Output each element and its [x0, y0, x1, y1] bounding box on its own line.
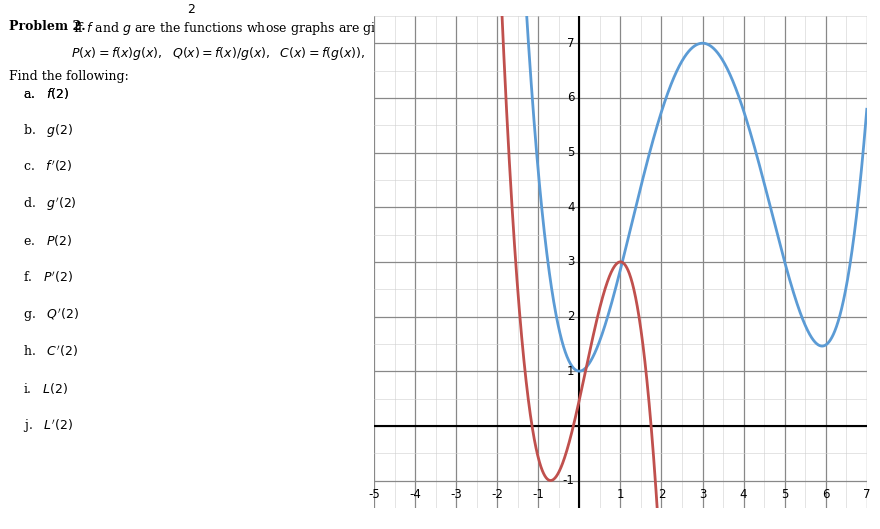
Text: -3: -3 [451, 488, 462, 501]
Text: -4: -4 [409, 488, 421, 501]
Text: 4: 4 [740, 488, 747, 501]
Text: d.   $g'(2)$: d. $g'(2)$ [24, 196, 77, 213]
Text: i.   $L(2)$: i. $L(2)$ [24, 381, 69, 396]
Text: e.   $P(2)$: e. $P(2)$ [24, 233, 73, 248]
Text: 3: 3 [567, 256, 575, 268]
Text: 7: 7 [567, 37, 575, 50]
Text: c.   $f'(2)$: c. $f'(2)$ [24, 159, 73, 174]
Text: b.   $g(2)$: b. $g(2)$ [24, 122, 74, 139]
Text: 6: 6 [567, 92, 575, 104]
Text: j.   $L'(2)$: j. $L'(2)$ [24, 418, 74, 435]
Text: a.   $f(2)$: a. $f(2)$ [24, 86, 70, 101]
Text: g.   $Q'(2)$: g. $Q'(2)$ [24, 307, 79, 324]
Text: 1: 1 [617, 488, 624, 501]
Text: -1: -1 [532, 488, 544, 501]
Text: 4: 4 [567, 200, 575, 214]
Text: -5: -5 [368, 488, 380, 501]
Text: $P(x) = f(x)g(x),\ \ Q(x) = f(x)/g(x),\ \ C(x) = f(g(x)),\ \ \mathrm{and}\ \ L(x: $P(x) = f(x)g(x),\ \ Q(x) = f(x)/g(x),\ … [71, 45, 493, 62]
Text: 2: 2 [657, 488, 665, 501]
Text: 2: 2 [567, 310, 575, 323]
Text: 3: 3 [699, 488, 707, 501]
Text: f.   $P'(2)$: f. $P'(2)$ [24, 270, 74, 285]
Text: Find the following:: Find the following: [9, 70, 128, 83]
Text: -2: -2 [491, 488, 503, 501]
Text: 7: 7 [863, 488, 870, 501]
Text: -1: -1 [562, 474, 575, 487]
Text: 5: 5 [567, 146, 575, 159]
Text: a.   $f(2)$: a. $f(2)$ [24, 86, 70, 101]
Text: 5: 5 [781, 488, 788, 501]
Text: If $f$ and $g$ are the functions whose graphs are given below [$f$ is the top cu: If $f$ and $g$ are the functions whose g… [73, 20, 586, 37]
Text: 2: 2 [187, 3, 195, 16]
Text: h.   $C'(2)$: h. $C'(2)$ [24, 344, 78, 359]
Text: Problem 2.: Problem 2. [9, 20, 85, 33]
Text: 1: 1 [567, 364, 575, 378]
Text: 6: 6 [822, 488, 830, 501]
